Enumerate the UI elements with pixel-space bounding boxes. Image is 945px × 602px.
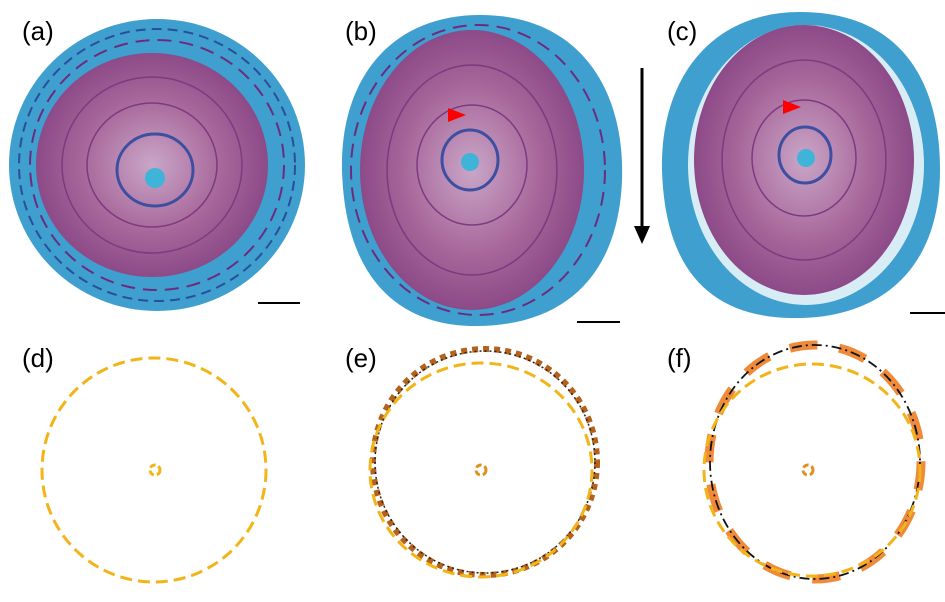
outline-f (704, 345, 921, 579)
outline-e (370, 349, 597, 577)
panel-label: (f) (667, 343, 692, 373)
panel-label: (b) (345, 16, 377, 46)
panel-label: (d) (22, 343, 54, 373)
micrograph-c (662, 12, 945, 318)
figure: (a) (b) (c) (d) (e) (f) (0, 0, 945, 602)
outline-d (42, 358, 266, 582)
panel-label: (e) (345, 343, 377, 373)
micrograph-b (342, 15, 650, 326)
micrograph-a (9, 19, 305, 311)
panel-label: (a) (22, 16, 54, 46)
panel-label: (c) (667, 16, 697, 46)
